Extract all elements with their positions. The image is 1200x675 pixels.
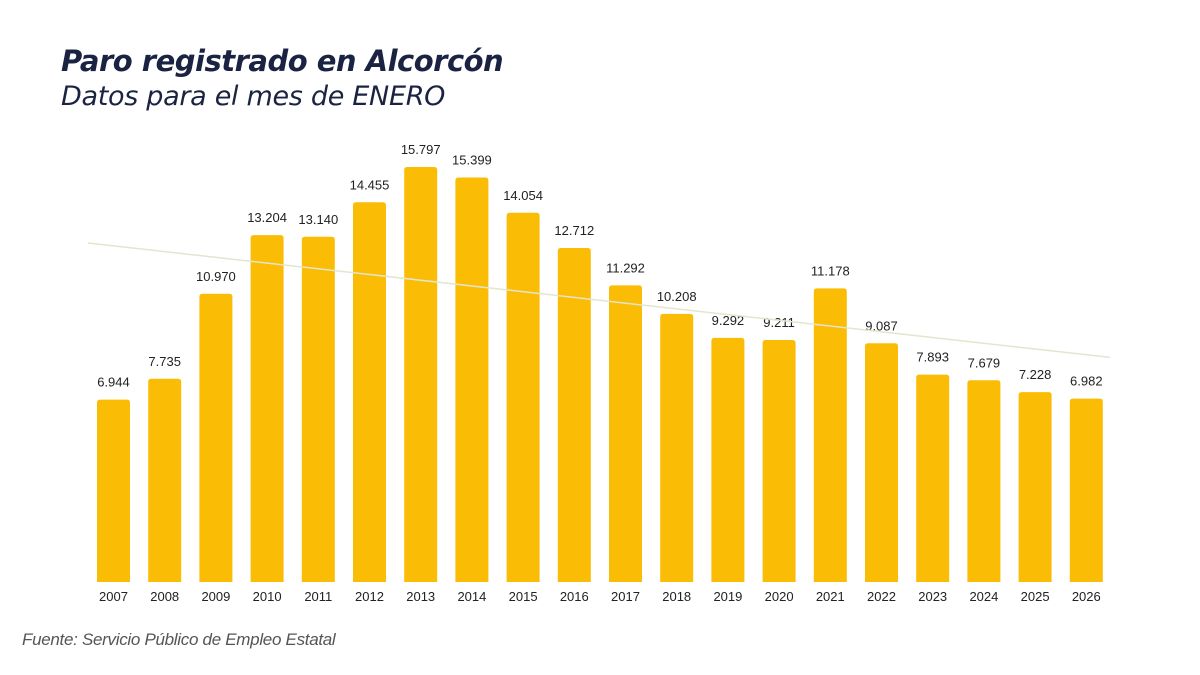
bar-2021 — [813, 288, 847, 582]
data-label-2025: 7.228 — [1019, 367, 1052, 382]
bar-2013 — [404, 167, 438, 582]
x-tick-label-2007: 2007 — [99, 589, 128, 604]
x-tick-label-2008: 2008 — [150, 589, 179, 604]
data-label-2007: 6.944 — [97, 375, 130, 390]
bar-2026 — [1069, 398, 1103, 582]
data-label-2015: 14.054 — [503, 188, 543, 203]
bar-2016 — [557, 248, 591, 582]
data-label-2012: 14.455 — [350, 177, 390, 192]
x-tick-label-2019: 2019 — [713, 589, 742, 604]
x-tick-label-2016: 2016 — [560, 589, 589, 604]
bar-2019 — [711, 337, 745, 582]
x-tick-label-2009: 2009 — [201, 589, 230, 604]
x-tick-label-2026: 2026 — [1072, 589, 1101, 604]
data-label-2024: 7.679 — [968, 355, 1001, 370]
x-tick-label-2013: 2013 — [406, 589, 435, 604]
data-label-2021: 11.178 — [811, 263, 850, 278]
data-label-2017: 11.292 — [606, 260, 645, 275]
data-label-2009: 10.970 — [196, 269, 236, 284]
bar-2011 — [301, 236, 335, 582]
data-label-2010: 13.204 — [247, 210, 287, 225]
bar-2010 — [250, 235, 284, 582]
data-label-2022: 9.087 — [865, 318, 898, 333]
x-tick-label-2015: 2015 — [509, 589, 538, 604]
data-label-2008: 7.735 — [148, 354, 181, 369]
x-tick-label-2021: 2021 — [816, 589, 845, 604]
x-tick-label-2023: 2023 — [918, 589, 947, 604]
x-tick-label-2012: 2012 — [355, 589, 384, 604]
x-tick-label-2010: 2010 — [253, 589, 282, 604]
bar-2015 — [506, 212, 540, 582]
bar-2007 — [97, 399, 130, 582]
x-tick-label-2011: 2011 — [304, 589, 332, 604]
bar-2018 — [660, 313, 694, 582]
data-label-2013: 15.797 — [401, 142, 441, 157]
bar-2008 — [148, 378, 182, 582]
x-tick-label-2025: 2025 — [1021, 589, 1050, 604]
bar-2025 — [1018, 392, 1052, 582]
bar-2012 — [353, 202, 386, 582]
bar-2009 — [199, 293, 233, 582]
chart-title: Paro registrado en Alcorcón — [61, 44, 504, 78]
x-tick-label-2022: 2022 — [867, 589, 896, 604]
x-tick-label-2018: 2018 — [662, 589, 691, 604]
trendline — [87, 242, 1111, 359]
data-label-2016: 12.712 — [554, 223, 594, 238]
x-tick-label-2020: 2020 — [765, 589, 794, 604]
data-label-2018: 10.208 — [657, 289, 697, 304]
bar-2014 — [455, 177, 489, 582]
data-label-2023: 7.893 — [916, 350, 949, 365]
bar-2022 — [865, 343, 898, 582]
bar-2017 — [609, 285, 642, 582]
bar-2020 — [762, 340, 796, 582]
chart-subtitle: Datos para el mes de ENERO — [61, 81, 446, 112]
bars — [97, 167, 1103, 582]
x-tick-label-2014: 2014 — [457, 589, 486, 604]
data-label-2011: 13.140 — [298, 212, 338, 227]
bar-2023 — [916, 374, 950, 582]
data-label-2019: 9.292 — [712, 313, 745, 328]
data-label-2014: 15.399 — [452, 152, 492, 167]
data-label-2020: 9.211 — [763, 315, 795, 330]
x-tick-label-2017: 2017 — [611, 589, 640, 604]
bar-2024 — [967, 380, 1001, 582]
data-label-2026: 6.982 — [1070, 374, 1103, 389]
x-tick-label-2024: 2024 — [969, 589, 998, 604]
source-note: Fuente: Servicio Público de Empleo Estat… — [22, 630, 336, 649]
